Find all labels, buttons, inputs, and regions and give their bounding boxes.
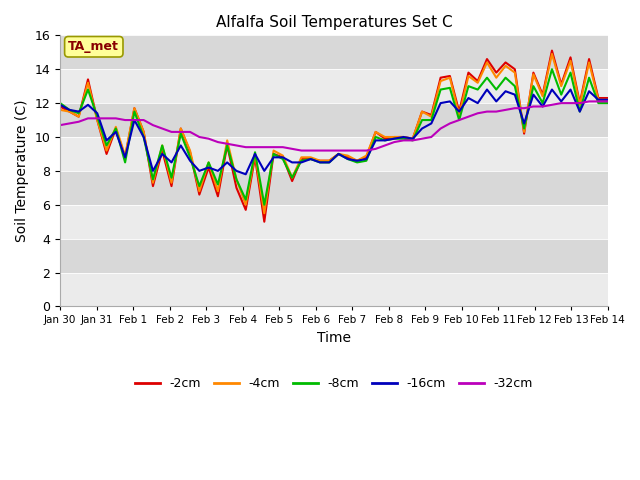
-32cm — [409, 137, 417, 143]
Bar — [60, 69, 607, 103]
Title: Alfalfa Soil Temperatures Set C: Alfalfa Soil Temperatures Set C — [216, 15, 452, 30]
Bar — [60, 239, 607, 273]
-8cm — [56, 100, 64, 106]
-2cm — [604, 95, 611, 101]
-2cm — [242, 207, 250, 213]
-8cm — [214, 181, 221, 187]
-16cm — [483, 87, 491, 93]
Bar — [60, 205, 607, 239]
-4cm — [56, 107, 64, 113]
-8cm — [548, 66, 556, 72]
-8cm — [232, 177, 240, 182]
-32cm — [149, 122, 157, 128]
-2cm — [260, 219, 268, 225]
-32cm — [242, 144, 250, 150]
-16cm — [251, 151, 259, 157]
-32cm — [604, 98, 611, 104]
Line: -4cm: -4cm — [60, 54, 607, 213]
-16cm — [242, 171, 250, 177]
-4cm — [604, 97, 611, 103]
-8cm — [409, 137, 417, 143]
Line: -8cm: -8cm — [60, 69, 607, 205]
Bar — [60, 273, 607, 306]
-32cm — [214, 139, 221, 145]
X-axis label: Time: Time — [317, 331, 351, 345]
Y-axis label: Soil Temperature (C): Soil Temperature (C) — [15, 100, 29, 242]
Line: -32cm: -32cm — [60, 101, 607, 151]
Bar — [60, 137, 607, 171]
-4cm — [149, 180, 157, 186]
-16cm — [409, 136, 417, 142]
-2cm — [548, 48, 556, 53]
-8cm — [604, 100, 611, 106]
Bar — [60, 103, 607, 137]
-4cm — [548, 51, 556, 57]
-8cm — [260, 202, 268, 208]
-8cm — [195, 183, 203, 189]
-4cm — [195, 188, 203, 194]
-16cm — [604, 97, 611, 103]
Text: TA_met: TA_met — [68, 40, 119, 53]
-2cm — [214, 193, 221, 199]
-16cm — [195, 168, 203, 174]
-4cm — [232, 177, 240, 182]
-8cm — [242, 197, 250, 203]
-8cm — [149, 177, 157, 182]
-32cm — [195, 134, 203, 140]
-32cm — [585, 98, 593, 104]
-16cm — [214, 168, 221, 174]
-2cm — [56, 104, 64, 109]
-4cm — [260, 210, 268, 216]
-4cm — [409, 136, 417, 142]
-16cm — [149, 168, 157, 174]
Bar — [60, 36, 607, 69]
-32cm — [56, 122, 64, 128]
-2cm — [149, 183, 157, 189]
-2cm — [195, 192, 203, 197]
-2cm — [409, 136, 417, 142]
Line: -2cm: -2cm — [60, 50, 607, 222]
-16cm — [56, 102, 64, 108]
-4cm — [242, 202, 250, 208]
-16cm — [232, 168, 240, 174]
-32cm — [298, 148, 305, 154]
-32cm — [232, 143, 240, 148]
Line: -16cm: -16cm — [60, 90, 607, 174]
Bar — [60, 171, 607, 205]
Legend: -2cm, -4cm, -8cm, -16cm, -32cm: -2cm, -4cm, -8cm, -16cm, -32cm — [130, 372, 538, 396]
-4cm — [214, 188, 221, 194]
-2cm — [232, 185, 240, 191]
